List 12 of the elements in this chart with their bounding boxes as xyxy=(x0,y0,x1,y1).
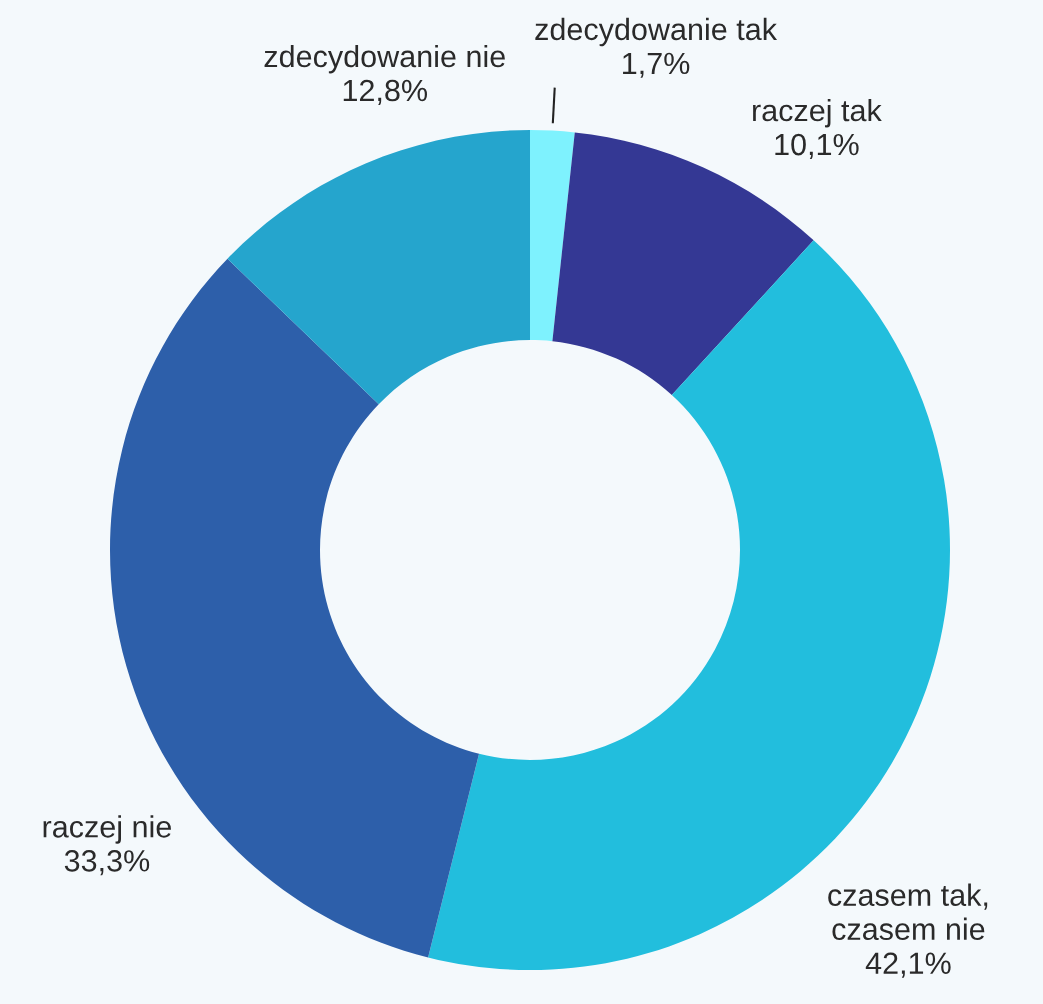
donut-slice xyxy=(227,130,530,405)
data-label: 42,1% xyxy=(865,952,951,978)
slice-label: raczej tak xyxy=(753,98,882,128)
data-label: 1,7% xyxy=(623,52,690,78)
slice-label: zdecydowanie tak xyxy=(535,17,778,47)
data-label: 10,1% xyxy=(775,133,859,159)
data-label: 12,8% xyxy=(343,79,427,105)
donut-slice xyxy=(530,130,575,342)
slice-label: raczej nie xyxy=(43,815,171,844)
slice-label: zdecydowanie nie xyxy=(264,44,505,74)
data-label: 33,3% xyxy=(64,850,150,876)
slice-label: czasem tak, czasem nie xyxy=(828,883,988,941)
